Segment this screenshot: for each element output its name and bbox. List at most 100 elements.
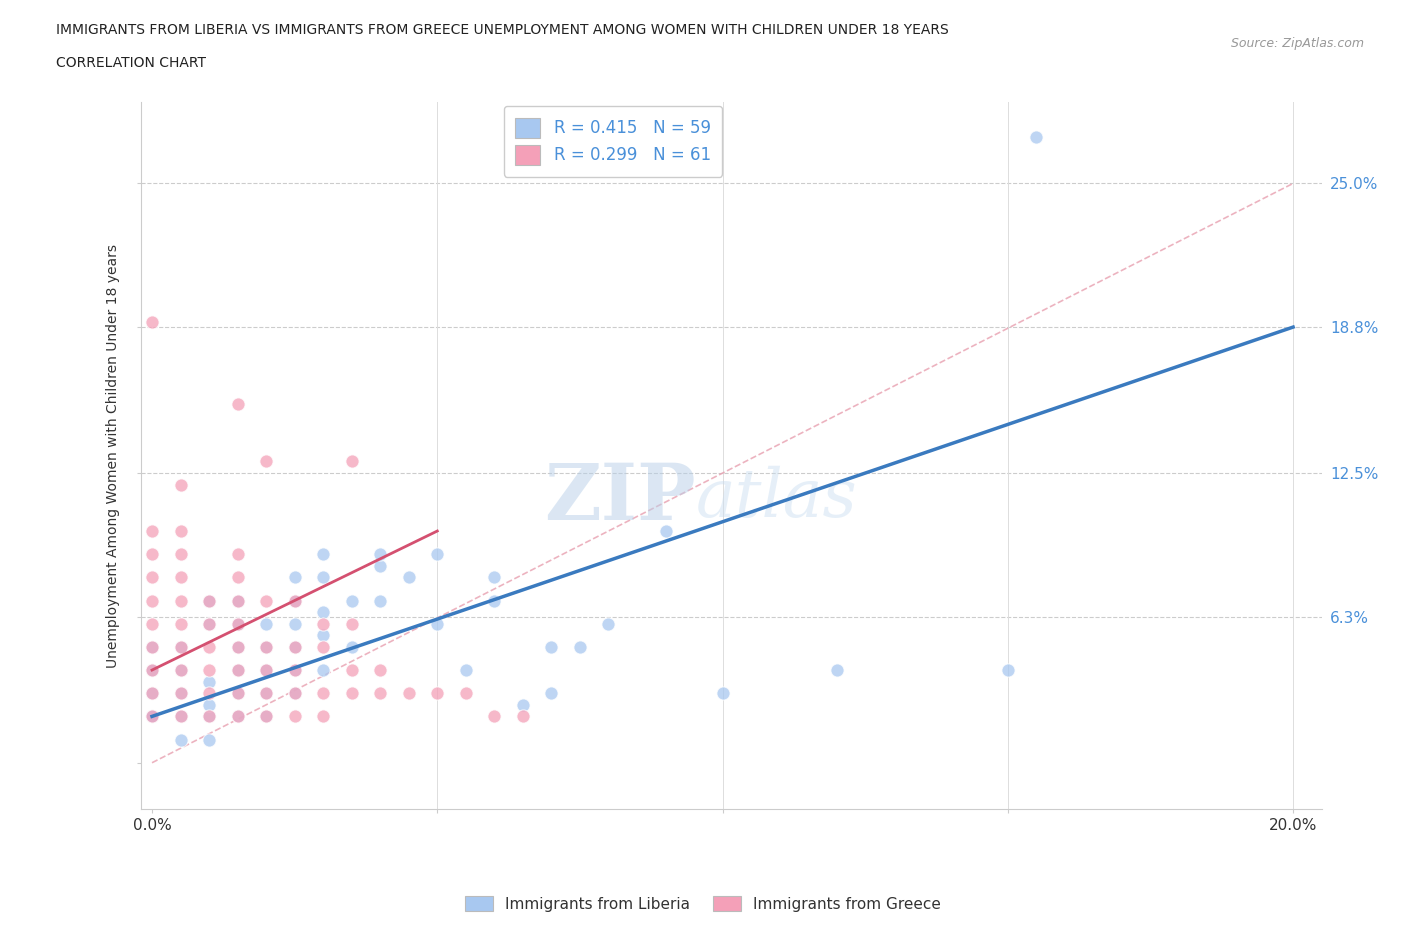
Point <box>398 685 420 700</box>
Point <box>484 593 506 608</box>
Point <box>426 547 449 562</box>
Legend: Immigrants from Liberia, Immigrants from Greece: Immigrants from Liberia, Immigrants from… <box>460 889 946 918</box>
Point <box>198 732 221 747</box>
Point <box>454 662 477 677</box>
Point <box>312 628 335 643</box>
Point <box>426 685 449 700</box>
Point <box>141 640 163 655</box>
Point <box>169 570 191 585</box>
Point <box>568 640 591 655</box>
Point <box>1025 129 1047 144</box>
Point <box>169 709 191 724</box>
Point <box>226 709 249 724</box>
Point <box>284 617 307 631</box>
Point <box>654 524 676 538</box>
Point <box>312 604 335 619</box>
Point <box>284 640 307 655</box>
Point <box>141 524 163 538</box>
Point <box>540 640 562 655</box>
Point <box>340 454 363 469</box>
Point <box>340 685 363 700</box>
Point <box>141 547 163 562</box>
Point <box>226 640 249 655</box>
Point <box>226 617 249 631</box>
Point <box>284 570 307 585</box>
Point <box>198 662 221 677</box>
Point <box>141 709 163 724</box>
Point <box>198 593 221 608</box>
Point <box>312 662 335 677</box>
Point <box>198 640 221 655</box>
Text: IMMIGRANTS FROM LIBERIA VS IMMIGRANTS FROM GREECE UNEMPLOYMENT AMONG WOMEN WITH : IMMIGRANTS FROM LIBERIA VS IMMIGRANTS FR… <box>56 23 949 37</box>
Point <box>254 662 277 677</box>
Point <box>141 685 163 700</box>
Point <box>254 662 277 677</box>
Point <box>141 315 163 330</box>
Point <box>169 477 191 492</box>
Point <box>226 593 249 608</box>
Point <box>484 570 506 585</box>
Point <box>226 662 249 677</box>
Point <box>368 685 391 700</box>
Point <box>141 685 163 700</box>
Point <box>198 709 221 724</box>
Point <box>169 732 191 747</box>
Point <box>226 640 249 655</box>
Point <box>141 570 163 585</box>
Point <box>598 617 620 631</box>
Point <box>254 640 277 655</box>
Point <box>198 617 221 631</box>
Point <box>254 709 277 724</box>
Point <box>254 685 277 700</box>
Point <box>169 593 191 608</box>
Y-axis label: Unemployment Among Women with Children Under 18 years: Unemployment Among Women with Children U… <box>107 244 121 668</box>
Point <box>141 593 163 608</box>
Point <box>825 662 848 677</box>
Point <box>254 709 277 724</box>
Point <box>254 685 277 700</box>
Text: ZIP: ZIP <box>544 460 696 536</box>
Point <box>398 570 420 585</box>
Point <box>454 685 477 700</box>
Text: atlas: atlas <box>696 466 858 531</box>
Point <box>368 547 391 562</box>
Point <box>169 640 191 655</box>
Point <box>254 454 277 469</box>
Point <box>368 662 391 677</box>
Point <box>169 685 191 700</box>
Text: Source: ZipAtlas.com: Source: ZipAtlas.com <box>1230 37 1364 50</box>
Point <box>198 593 221 608</box>
Point <box>226 570 249 585</box>
Point <box>254 593 277 608</box>
Point <box>340 593 363 608</box>
Point <box>484 709 506 724</box>
Point <box>340 617 363 631</box>
Point <box>169 662 191 677</box>
Point <box>226 396 249 411</box>
Point <box>198 674 221 689</box>
Point <box>284 640 307 655</box>
Point <box>198 617 221 631</box>
Point <box>312 547 335 562</box>
Point <box>284 662 307 677</box>
Point <box>141 617 163 631</box>
Point <box>512 698 534 712</box>
Point <box>226 547 249 562</box>
Legend: R = 0.415   N = 59, R = 0.299   N = 61: R = 0.415 N = 59, R = 0.299 N = 61 <box>503 106 723 177</box>
Point <box>169 617 191 631</box>
Point <box>284 593 307 608</box>
Point <box>198 709 221 724</box>
Point <box>198 685 221 700</box>
Point <box>340 662 363 677</box>
Point <box>141 662 163 677</box>
Point <box>169 640 191 655</box>
Point <box>284 662 307 677</box>
Point <box>169 709 191 724</box>
Point <box>312 709 335 724</box>
Point <box>226 662 249 677</box>
Point <box>368 593 391 608</box>
Point <box>254 617 277 631</box>
Point <box>284 709 307 724</box>
Point <box>312 617 335 631</box>
Point <box>226 593 249 608</box>
